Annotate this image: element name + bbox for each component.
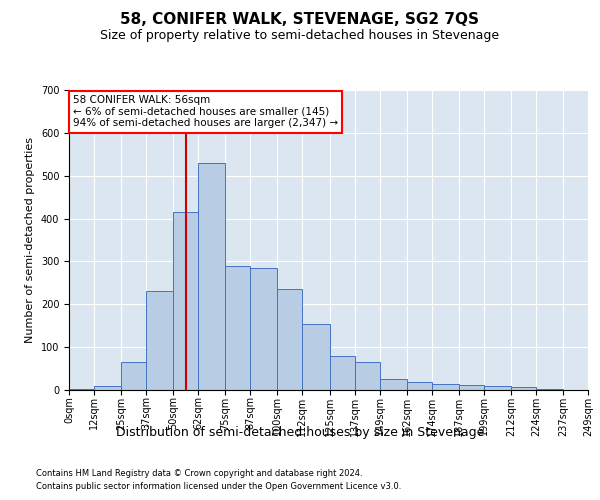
- Bar: [459, 385, 484, 390]
- Bar: [250, 268, 277, 390]
- Bar: [511, 386, 536, 390]
- Y-axis label: Number of semi-detached properties: Number of semi-detached properties: [25, 137, 35, 343]
- Text: Size of property relative to semi-detached houses in Stevenage: Size of property relative to semi-detach…: [100, 29, 500, 42]
- Bar: [355, 362, 380, 390]
- Text: Contains HM Land Registry data © Crown copyright and database right 2024.: Contains HM Land Registry data © Crown c…: [36, 468, 362, 477]
- Bar: [198, 163, 226, 390]
- Bar: [407, 382, 431, 390]
- Text: 58 CONIFER WALK: 56sqm
← 6% of semi-detached houses are smaller (145)
94% of sem: 58 CONIFER WALK: 56sqm ← 6% of semi-deta…: [73, 95, 338, 128]
- Text: 58, CONIFER WALK, STEVENAGE, SG2 7QS: 58, CONIFER WALK, STEVENAGE, SG2 7QS: [121, 12, 479, 28]
- Bar: [431, 384, 459, 390]
- Bar: [302, 324, 329, 390]
- Bar: [173, 212, 198, 390]
- Bar: [380, 380, 407, 390]
- Bar: [277, 290, 302, 390]
- Bar: [146, 292, 173, 390]
- Bar: [329, 356, 355, 390]
- Text: Distribution of semi-detached houses by size in Stevenage: Distribution of semi-detached houses by …: [116, 426, 484, 439]
- Bar: [226, 266, 250, 390]
- Bar: [484, 386, 511, 390]
- Bar: [69, 389, 94, 390]
- Bar: [121, 362, 146, 390]
- Bar: [94, 386, 121, 390]
- Text: Contains public sector information licensed under the Open Government Licence v3: Contains public sector information licen…: [36, 482, 401, 491]
- Bar: [536, 389, 563, 390]
